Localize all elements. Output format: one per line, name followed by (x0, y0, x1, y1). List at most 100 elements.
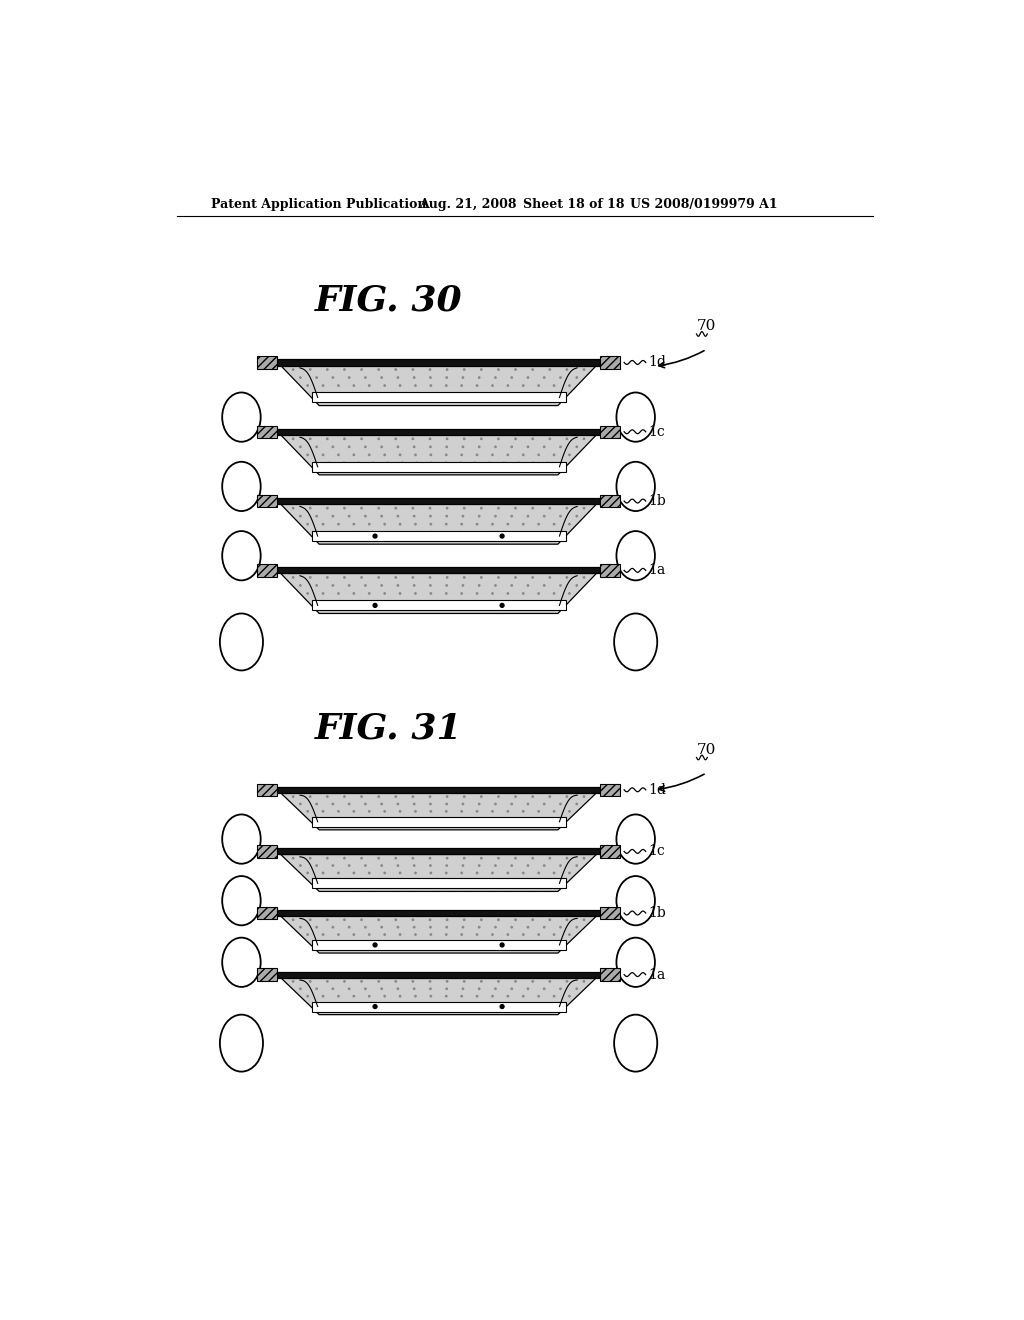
Bar (600, 564, 621, 577)
Circle shape (400, 817, 403, 820)
Circle shape (360, 368, 362, 371)
Circle shape (503, 392, 506, 395)
Circle shape (522, 384, 524, 387)
Circle shape (514, 979, 517, 983)
Circle shape (332, 445, 334, 449)
Circle shape (372, 941, 375, 944)
Circle shape (343, 1002, 345, 1005)
Circle shape (348, 987, 350, 990)
Circle shape (348, 865, 350, 867)
Circle shape (343, 879, 345, 882)
Circle shape (499, 948, 502, 950)
Circle shape (538, 384, 540, 387)
Circle shape (429, 583, 432, 587)
Circle shape (538, 454, 540, 457)
Circle shape (473, 817, 476, 820)
Circle shape (372, 392, 375, 395)
Circle shape (478, 987, 480, 990)
Circle shape (473, 941, 476, 944)
Circle shape (444, 593, 447, 595)
Circle shape (429, 384, 432, 387)
Circle shape (546, 601, 549, 603)
Circle shape (328, 879, 331, 882)
Circle shape (522, 871, 524, 874)
Circle shape (321, 539, 324, 541)
Circle shape (499, 470, 502, 473)
Circle shape (503, 941, 506, 944)
Circle shape (343, 979, 346, 983)
Circle shape (412, 919, 415, 921)
Circle shape (559, 515, 562, 517)
Circle shape (348, 376, 350, 379)
Circle shape (459, 462, 462, 465)
Circle shape (416, 392, 418, 395)
Circle shape (430, 817, 433, 820)
Circle shape (549, 857, 551, 859)
Circle shape (416, 462, 418, 465)
Bar (276, 429, 600, 434)
Circle shape (380, 583, 383, 587)
Circle shape (321, 825, 324, 828)
Circle shape (478, 865, 480, 867)
Circle shape (292, 795, 295, 799)
Circle shape (546, 941, 549, 944)
Circle shape (444, 810, 447, 813)
Circle shape (337, 995, 340, 998)
Circle shape (531, 601, 535, 603)
Circle shape (412, 507, 415, 510)
Circle shape (400, 601, 403, 603)
Circle shape (476, 810, 478, 813)
Circle shape (531, 437, 535, 441)
Circle shape (512, 1010, 515, 1012)
Circle shape (309, 857, 311, 859)
Circle shape (430, 886, 433, 890)
Circle shape (565, 979, 568, 983)
Circle shape (403, 886, 406, 890)
Circle shape (458, 825, 461, 828)
Circle shape (377, 437, 380, 441)
Circle shape (383, 384, 386, 387)
Circle shape (403, 470, 406, 473)
Circle shape (553, 523, 555, 525)
Circle shape (512, 470, 515, 473)
Circle shape (568, 995, 570, 998)
Circle shape (429, 454, 432, 457)
Circle shape (335, 1010, 337, 1012)
Circle shape (546, 1002, 549, 1005)
Bar (600, 969, 621, 981)
Polygon shape (281, 573, 596, 614)
Circle shape (538, 523, 540, 525)
Circle shape (416, 1002, 418, 1005)
Circle shape (476, 871, 478, 874)
Circle shape (568, 593, 570, 595)
Circle shape (488, 531, 490, 533)
Circle shape (335, 825, 337, 828)
Circle shape (386, 462, 389, 465)
Circle shape (459, 879, 462, 882)
Circle shape (398, 933, 401, 936)
Circle shape (568, 384, 570, 387)
Circle shape (383, 593, 386, 595)
Circle shape (497, 368, 500, 371)
Bar (257, 969, 276, 981)
Circle shape (417, 400, 420, 403)
Circle shape (561, 601, 563, 603)
Circle shape (526, 515, 529, 517)
Circle shape (485, 539, 487, 541)
Circle shape (337, 810, 340, 813)
Circle shape (549, 795, 551, 799)
Ellipse shape (222, 462, 261, 511)
Circle shape (514, 437, 517, 441)
Circle shape (292, 437, 295, 441)
Circle shape (337, 871, 340, 874)
Circle shape (306, 593, 309, 595)
Circle shape (335, 400, 337, 403)
Circle shape (348, 1010, 351, 1012)
Bar (600, 907, 621, 919)
Circle shape (412, 979, 415, 983)
Bar (600, 784, 621, 796)
Circle shape (460, 810, 463, 813)
Circle shape (444, 470, 446, 473)
Circle shape (398, 995, 401, 998)
Circle shape (357, 817, 360, 820)
